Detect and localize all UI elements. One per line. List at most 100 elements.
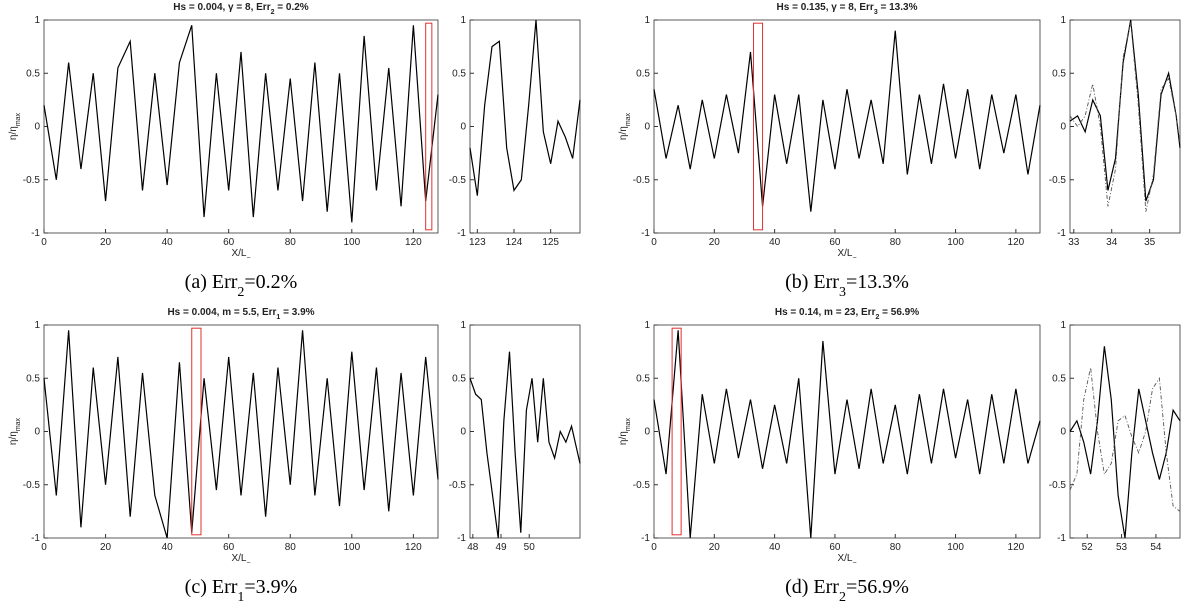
plot: 0 20 40 60 80 100 120 -1 -0.5 0 0.5 1 xyxy=(23,15,439,248)
y-axis-label: η/ηmax xyxy=(8,417,22,445)
caption: (a) Err2=0.2% xyxy=(185,271,298,300)
chart-title-part: = 0.2% xyxy=(275,2,309,13)
x-axis-label-part: X/L xyxy=(231,248,246,259)
wave-line xyxy=(43,25,439,223)
caption-part: =13.3% xyxy=(846,271,909,293)
chart-title-part: 2 xyxy=(271,9,275,16)
x-tick-label: 40 xyxy=(769,237,781,248)
x-tick-label: 34 xyxy=(1106,237,1118,248)
wave-line xyxy=(469,19,581,196)
x-tick-label: 35 xyxy=(1144,237,1156,248)
x-axis-label: X/L− xyxy=(231,248,250,262)
caption-part: (d) Err xyxy=(785,576,839,598)
x-tick-label: 60 xyxy=(223,237,235,248)
x-axis-label-part: − xyxy=(852,255,856,262)
x-tick-label: 125 xyxy=(542,237,559,248)
y-axis-label-part: η/η xyxy=(618,126,629,140)
caption-part: =3.9% xyxy=(244,576,297,598)
plot: 0 20 40 60 80 100 120 -1 -0.5 0 0.5 1 xyxy=(633,15,1041,248)
wave-line xyxy=(1069,367,1181,512)
x-tick-label: 33 xyxy=(1068,237,1080,248)
x-tick-label: 120 xyxy=(405,237,422,248)
x-tick-label: 40 xyxy=(769,542,781,553)
x-tick-label: 0 xyxy=(41,542,47,553)
chart-title-part: Hs = 0.004, m = 5.5, Err xyxy=(167,307,276,318)
y-tick-label: 0.5 xyxy=(636,68,650,79)
y-tick-label: -1 xyxy=(31,533,40,544)
y-axis-label-part: max xyxy=(625,112,632,126)
plot: 123 124 125 -1 -0.5 0 0.5 1 xyxy=(449,15,581,248)
x-tick-label: 123 xyxy=(469,237,486,248)
caption-part: (a) Err xyxy=(185,271,238,293)
y-axis-label: η/ηmax xyxy=(618,112,632,140)
chart-title-part: Hs = 0.14, m = 23, Err xyxy=(775,307,876,318)
wave-line xyxy=(1069,346,1181,539)
y-tick-label: -1 xyxy=(1057,533,1066,544)
chart-title-part: Hs = 0.135, γ = 8, Err xyxy=(777,2,874,13)
x-tick-label: 40 xyxy=(162,542,174,553)
y-tick-label: 0.5 xyxy=(26,68,40,79)
y-tick-label: 1 xyxy=(34,320,40,331)
y-tick-label: -1 xyxy=(641,533,650,544)
caption-part: 2 xyxy=(237,285,244,300)
axes-frame xyxy=(43,324,439,539)
y-tick-label: 1 xyxy=(644,320,650,331)
y-tick-label: 1 xyxy=(644,15,650,26)
chart-title: Hs = 0.135, γ = 8, Err3 = 13.3% xyxy=(777,2,918,16)
chart-title-part: = 13.3% xyxy=(878,2,918,13)
highlight-box xyxy=(191,327,202,536)
wave-line xyxy=(43,330,439,539)
y-tick-label: 0 xyxy=(1060,427,1066,438)
y-tick-label: -0.5 xyxy=(449,480,467,491)
x-tick-label: 60 xyxy=(829,237,841,248)
x-tick-label: 40 xyxy=(162,237,174,248)
caption-part: (b) Err xyxy=(785,271,839,293)
x-tick-label: 50 xyxy=(524,542,536,553)
caption-part: 1 xyxy=(237,590,244,605)
y-tick-label: -0.5 xyxy=(633,175,651,186)
plot: 0 20 40 60 80 100 120 -1 -0.5 0 0.5 1 xyxy=(633,320,1041,553)
plot: 48 49 50 -1 -0.5 0 0.5 1 xyxy=(449,320,581,553)
x-tick-label: 20 xyxy=(709,542,721,553)
highlight-box xyxy=(671,327,682,536)
y-tick-label: 1 xyxy=(460,15,466,26)
y-tick-label: 0 xyxy=(644,427,650,438)
y-tick-label: -1 xyxy=(457,533,466,544)
axes-frame xyxy=(653,19,1041,234)
chart-title-part: = 3.9% xyxy=(280,307,314,318)
wave-line xyxy=(1069,22,1181,212)
chart-title-part: = 56.9% xyxy=(879,307,919,318)
y-tick-label: 0 xyxy=(34,122,40,133)
x-tick-label: 0 xyxy=(651,237,657,248)
chart-title: Hs = 0.004, m = 5.5, Err1 = 3.9% xyxy=(167,307,314,321)
chart-title: Hs = 0.14, m = 23, Err2 = 56.9% xyxy=(775,307,919,321)
y-tick-label: 0 xyxy=(34,427,40,438)
wave-line xyxy=(653,30,1041,212)
highlight-box xyxy=(753,22,764,231)
wave-line xyxy=(469,351,581,539)
x-axis-label: X/L− xyxy=(837,553,856,567)
y-tick-label: 1 xyxy=(34,15,40,26)
x-axis-label-part: − xyxy=(246,255,250,262)
caption-part: =56.9% xyxy=(846,576,909,598)
chart-title-part: 1 xyxy=(276,314,280,321)
y-tick-label: -1 xyxy=(641,228,650,239)
y-tick-label: -0.5 xyxy=(1049,175,1067,186)
y-tick-label: 0.5 xyxy=(636,373,650,384)
y-axis-label-part: η/η xyxy=(8,126,19,140)
x-tick-label: 100 xyxy=(947,237,964,248)
plot: 33 34 35 -1 -0.5 0 0.5 1 xyxy=(1049,15,1181,248)
y-tick-label: -1 xyxy=(31,228,40,239)
caption: (b) Err3=13.3% xyxy=(785,271,909,300)
caption: (c) Err1=3.9% xyxy=(185,576,298,605)
x-tick-label: 120 xyxy=(1008,237,1025,248)
x-tick-label: 49 xyxy=(495,542,507,553)
x-tick-label: 100 xyxy=(343,542,360,553)
x-axis-label: X/L− xyxy=(837,248,856,262)
x-tick-label: 120 xyxy=(405,542,422,553)
y-tick-label: 0.5 xyxy=(452,373,466,384)
x-tick-label: 80 xyxy=(285,542,297,553)
y-tick-label: 0.5 xyxy=(1052,373,1066,384)
